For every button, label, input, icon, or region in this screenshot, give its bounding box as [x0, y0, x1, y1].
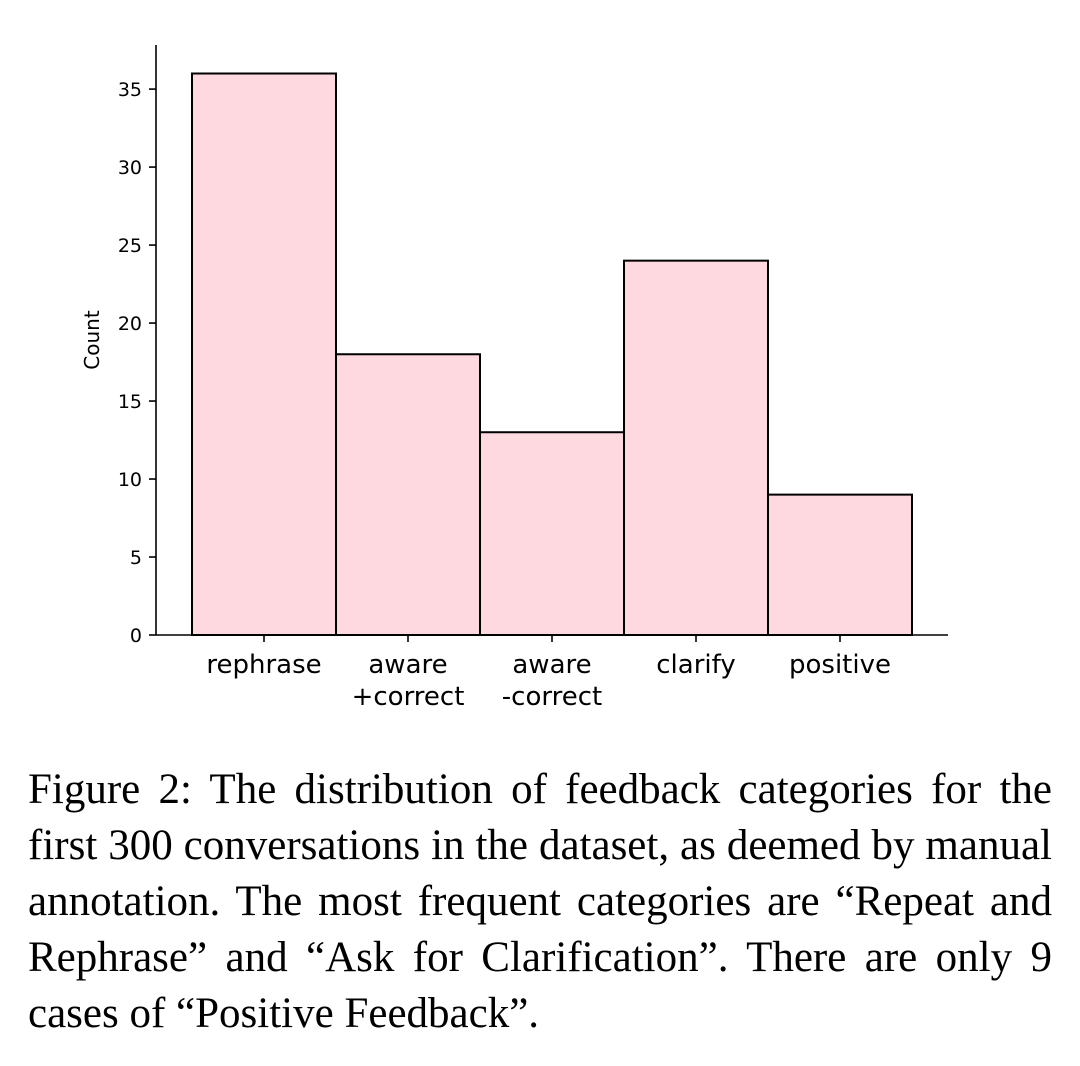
x-tick-label-1-0: aware	[368, 650, 447, 680]
y-axis: 0 5 10 15 20 25 30 35	[118, 45, 157, 647]
x-tick-label-4-0: positive	[789, 650, 891, 680]
bar-1	[335, 353, 481, 636]
bars-group	[191, 72, 913, 636]
y-tick-label-0: 0	[130, 625, 142, 647]
y-tick-label-6: 30	[118, 157, 142, 179]
x-axis: rephrase aware+correctaware-correctclarif…	[156, 634, 948, 712]
x-tick-label-2-0: aware	[512, 650, 591, 680]
x-tick-label-0-0: rephrase	[206, 650, 321, 680]
bar-0	[191, 72, 337, 636]
x-tick-label-1-1: +correct	[352, 682, 465, 712]
y-tick-label-5: 25	[118, 235, 142, 257]
bar-4	[767, 493, 913, 636]
y-tick-label-2: 10	[118, 469, 142, 491]
x-tick-label-3-0: clarify	[656, 650, 735, 680]
y-tick-label-4: 20	[118, 313, 142, 335]
y-tick-label-3: 15	[118, 391, 142, 413]
figure-caption: Figure 2: The distribution of feedback c…	[28, 766, 1052, 1037]
bar-2	[479, 431, 625, 636]
y-tick-label-7: 35	[118, 79, 142, 101]
x-tick-label-2-1: -correct	[502, 682, 602, 712]
y-axis-title: Count	[80, 310, 104, 370]
bar-3	[623, 259, 769, 636]
y-tick-label-1: 5	[130, 547, 142, 569]
